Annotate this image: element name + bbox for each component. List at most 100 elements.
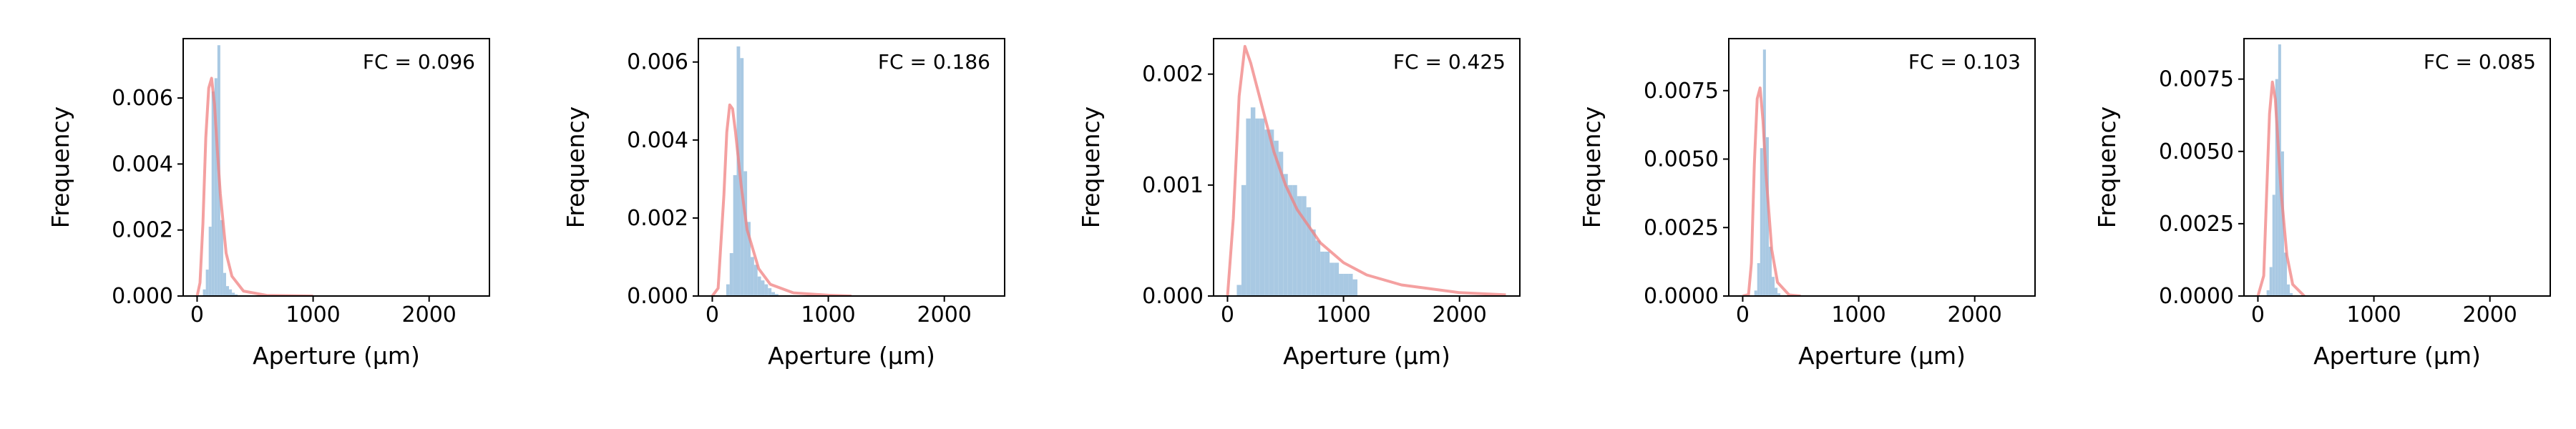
histogram-bar [225,286,230,296]
histogram-bar [1311,229,1316,296]
y-axis-label: Frequency [562,107,590,228]
histogram-bar [1768,247,1772,296]
histogram-bar [747,222,751,296]
histogram-bar [235,294,238,296]
histogram [1236,107,1358,296]
y-tick-label: 0.000 [627,284,688,309]
y-tick-label: 0.002 [1142,62,1204,87]
histogram-bar [220,220,223,296]
histogram-bar [1324,251,1330,296]
histogram-bar [232,292,235,296]
histogram [203,45,238,296]
histogram-bar [1762,49,1766,296]
y-tick-label: 0.0025 [2159,212,2234,237]
histogram-bar [2286,284,2290,296]
histogram-bar [1330,262,1335,296]
histogram-bar [205,270,209,296]
fc-annotation: FC = 0.085 [2424,50,2536,74]
histogram-bar [1306,207,1312,296]
fit-curve [2256,80,2306,296]
histogram-bar [753,265,758,296]
histogram-bar [1343,273,1349,296]
y-tick-label: 0.000 [112,284,173,309]
y-tick-label: 0.0075 [2159,67,2234,92]
histogram [1754,49,1781,296]
histogram-bar [1320,251,1325,296]
fc-annotation: FC = 0.186 [878,50,990,74]
x-axis-label: Aperture (μm) [1283,342,1450,370]
histogram-bar [211,91,215,296]
histogram-bar [768,288,772,296]
histogram [726,46,779,296]
histogram-bar [2269,267,2273,296]
y-axis-label: Frequency [2093,107,2121,228]
histogram-bar [1292,184,1297,296]
chart-panel-3: 0 1000 2000 0.000 0.001 0.002 Aperture (μm) Fre… [1077,38,1521,370]
y-tick-label: 0.000 [1142,284,1204,309]
histogram-bar [733,174,737,296]
histogram-bar [1757,263,1760,296]
histogram-bar [1765,137,1769,296]
histogram-bar [2280,151,2284,296]
histogram-bar [775,294,779,296]
histogram-bar [1754,290,1757,296]
histogram-bar [2266,290,2270,296]
y-axis-label: Frequency [1077,107,1105,228]
axes-frame [1728,38,2036,297]
histogram-bar [1250,107,1256,296]
y-tick-label: 0.002 [627,206,688,231]
histogram-bar [203,289,206,296]
histogram-bar [2290,292,2293,296]
histogram-bar [2275,79,2278,296]
y-tick-label: 0.001 [1142,173,1204,198]
fit-curve [1742,86,1801,296]
x-tick-label: 2000 [1948,302,2002,327]
y-tick-label: 0.004 [627,128,688,153]
histogram-bar [1255,118,1260,296]
y-tick-label: 0.002 [112,218,173,243]
histogram-bar [740,58,744,296]
histogram-bar [1315,240,1321,296]
x-tick-label: 2000 [1433,302,1487,327]
fc-annotation: FC = 0.096 [363,50,475,74]
x-tick-label: 2000 [2463,302,2517,327]
x-tick-label: 1000 [1831,302,1885,327]
y-tick-label: 0.006 [112,86,173,111]
y-axis-label: Frequency [1578,107,1606,228]
histogram-bar [229,289,233,296]
chart-panel-1: 0 1000 2000 0.000 0.002 0.004 0.006 Aperture (μ… [47,38,490,370]
histogram-bar [1760,148,1763,296]
x-tick-label: 0 [190,302,204,327]
histogram-bar [750,257,754,296]
x-tick-label: 1000 [801,302,855,327]
x-axis-label: Aperture (μm) [253,342,420,370]
fit-curve [711,103,852,296]
y-tick-label: 0.0050 [2159,139,2234,164]
histogram-bar [1777,293,1781,296]
y-tick-label: 0.006 [627,50,688,75]
histogram-bar [1278,152,1284,296]
x-tick-label: 0 [1736,302,1750,327]
x-tick-label: 2000 [402,302,457,327]
histogram-bar [214,78,218,296]
fc-annotation: FC = 0.425 [1393,50,1506,74]
histogram-bar [1348,273,1353,296]
histogram-bar [743,171,748,296]
y-axis-label: Frequency [47,107,74,228]
fit-curve [195,77,313,296]
x-tick-label: 0 [2251,302,2265,327]
histogram-bar [1352,279,1358,296]
histogram-bar [757,276,761,296]
axes-frame [2243,38,2551,297]
x-axis-label: Aperture (μm) [768,342,935,370]
x-tick-label: 1000 [2346,302,2401,327]
x-tick-label: 2000 [917,302,972,327]
x-tick-label: 0 [706,302,719,327]
fit-curve [1226,44,1506,296]
y-tick-label: 0.0075 [1644,79,1719,104]
histogram-bar [1302,196,1307,296]
histogram-bar [1771,277,1775,296]
axes-frame [1213,38,1521,297]
y-tick-label: 0.0050 [1644,147,1719,172]
